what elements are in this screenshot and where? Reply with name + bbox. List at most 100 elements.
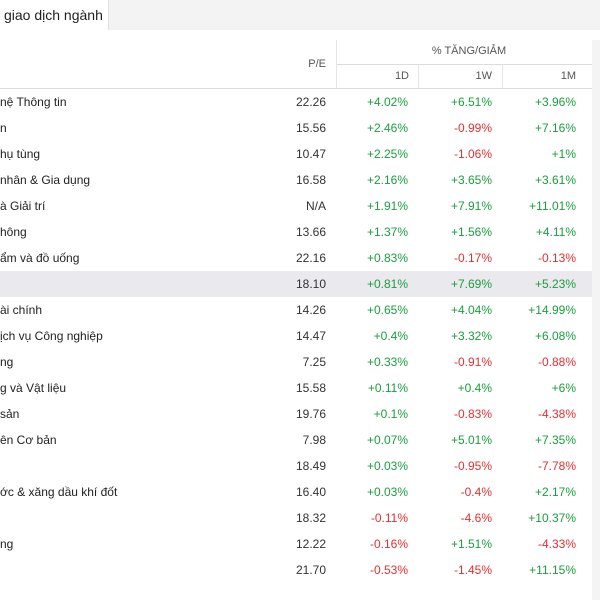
sector-name-cell: ài chính (0, 303, 43, 317)
pe-cell: 19.76 (295, 407, 326, 421)
column-group-change: % TĂNG/GIẢM (336, 40, 600, 65)
change-1d-cell: +2.25% (366, 147, 408, 161)
change-1w-cell: +3.32% (450, 329, 492, 343)
change-1m-cell: -0.13% (537, 251, 576, 265)
pe-cell: 10.47 (295, 147, 326, 161)
change-1w-cell: +5.01% (450, 433, 492, 447)
pe-cell: 18.10 (295, 277, 326, 291)
header-divider (502, 64, 503, 88)
tab-label: giao dịch ngành (4, 7, 103, 23)
change-1m-cell: -4.38% (537, 407, 576, 421)
sector-name-cell: hông (0, 225, 27, 239)
table-row[interactable]: sản 19.76 +0.1% -0.83% -4.38% (0, 401, 600, 427)
change-1d-cell: +1.37% (366, 225, 408, 239)
column-header-1w[interactable]: 1W (475, 70, 493, 82)
pe-cell: 18.32 (295, 511, 326, 525)
column-header-1d[interactable]: 1D (336, 64, 409, 88)
table-body: nệ Thông tin 22.26 +4.02% +6.51% +3.96% n 15.5… (0, 89, 600, 583)
table-row[interactable]: ịch vụ Công nghiệp 14.47 +0.4% +3.32% +6.08% (0, 323, 600, 349)
table-row[interactable]: ài chính 14.26 +0.65% +4.04% +14.99% (0, 297, 600, 323)
tab-sector-trading[interactable]: giao dịch ngành (0, 0, 109, 30)
table-row[interactable]: hụ tùng 10.47 +2.25% -1.06% +1% (0, 141, 600, 167)
change-1m-cell: +6.08% (534, 329, 576, 343)
change-1m-cell: +3.96% (534, 95, 576, 109)
table-row[interactable]: 18.10 +0.81% +7.69% +5.23% (0, 271, 600, 297)
table-row[interactable]: hông 13.66 +1.37% +1.56% +4.11% (0, 219, 600, 245)
pe-cell: 13.66 (295, 225, 326, 239)
pe-cell: 22.26 (295, 95, 326, 109)
change-1m-cell: +6% (551, 381, 576, 395)
column-header-pe[interactable]: P/E (308, 58, 326, 70)
change-1w-cell: -1.45% (453, 563, 492, 577)
vertical-scrollbar[interactable] (592, 40, 600, 600)
table-row[interactable]: 18.32 -0.11% -4.6% +10.37% (0, 505, 600, 531)
sector-table: P/E % TĂNG/GIẢM 1D 1W 1M nệ Thông tin 22.… (0, 40, 600, 583)
change-1d-cell: +0.1% (373, 407, 408, 421)
table-row[interactable]: ng 7.25 +0.33% -0.91% -0.88% (0, 349, 600, 375)
change-1d-cell: +0.4% (373, 329, 408, 343)
pe-cell: 18.49 (295, 459, 326, 473)
change-1w-cell: +6.51% (450, 95, 492, 109)
sector-name-cell: n (0, 121, 7, 135)
change-1w-cell: +7.91% (450, 199, 492, 213)
change-1m-cell: +11.15% (529, 563, 576, 577)
table-row[interactable]: ẩm và đồ uống 22.16 +0.83% -0.17% -0.13% (0, 245, 600, 271)
change-1m-cell: -4.33% (537, 537, 576, 551)
change-1m-cell: +7.35% (534, 433, 576, 447)
table-row[interactable]: nhân & Gia dụng 16.58 +2.16% +3.65% +3.61% (0, 167, 600, 193)
change-1d-cell: +0.83% (366, 251, 408, 265)
change-1w-cell: -0.91% (453, 355, 492, 369)
table-row[interactable]: 21.70 -0.53% -1.45% +11.15% (0, 557, 600, 583)
pe-cell: 16.58 (295, 173, 326, 187)
change-1w-cell: -0.95% (453, 459, 492, 473)
pe-cell: 12.22 (295, 537, 326, 551)
table-row[interactable]: g và Vật liệu 15.58 +0.11% +0.4% +6% (0, 375, 600, 401)
top-tab-bar: giao dịch ngành (0, 0, 600, 30)
change-1d-cell: -0.53% (369, 563, 408, 577)
pe-cell: 15.58 (295, 381, 326, 395)
pe-cell: 15.56 (295, 121, 326, 135)
pe-cell: 7.25 (302, 355, 326, 369)
change-1d-cell: -0.16% (369, 537, 408, 551)
change-1d-cell: -0.11% (370, 511, 408, 525)
change-1w-cell: +4.04% (450, 303, 492, 317)
change-1w-cell: -0.17% (453, 251, 492, 265)
pe-cell: 21.70 (295, 563, 326, 577)
change-1w-cell: +0.4% (457, 381, 492, 395)
change-1m-cell: +14.99% (528, 303, 576, 317)
change-1m-cell: -0.88% (537, 355, 576, 369)
table-row[interactable]: ớc & xăng dầu khí đốt 16.40 +0.03% -0.4% +2.… (0, 479, 600, 505)
change-1d-cell: +0.65% (366, 303, 408, 317)
change-1w-cell: -1.06% (453, 147, 492, 161)
table-row[interactable]: ng 12.22 -0.16% +1.51% -4.33% (0, 531, 600, 557)
change-1d-cell: +0.33% (366, 355, 408, 369)
pe-cell: N/A (305, 199, 326, 213)
change-1w-cell: +1.56% (450, 225, 492, 239)
change-1d-cell: +4.02% (366, 95, 408, 109)
table-row[interactable]: à Giải trí N/A +1.91% +7.91% +11.01% (0, 193, 600, 219)
change-1d-cell: +0.11% (367, 381, 408, 395)
pe-cell: 14.26 (295, 303, 326, 317)
pe-cell: 7.98 (302, 433, 326, 447)
sector-name-cell: ịch vụ Công nghiệp (0, 329, 103, 343)
table-row[interactable]: 18.49 +0.03% -0.95% -7.78% (0, 453, 600, 479)
sector-name-cell: ẩm và đồ uống (0, 251, 80, 265)
table-row[interactable]: nệ Thông tin 22.26 +4.02% +6.51% +3.96% (0, 89, 600, 115)
sector-name-cell: ên Cơ bản (0, 433, 57, 447)
change-1w-cell: -0.99% (453, 121, 492, 135)
table-row[interactable]: ên Cơ bản 7.98 +0.07% +5.01% +7.35% (0, 427, 600, 453)
change-1m-cell: +2.17% (534, 485, 576, 499)
change-1m-cell: +10.37% (528, 511, 576, 525)
pe-cell: 14.47 (295, 329, 326, 343)
sector-name-cell: à Giải trí (0, 199, 46, 213)
change-1w-cell: +3.65% (450, 173, 492, 187)
sector-name-cell: ng (0, 355, 14, 369)
change-1m-cell: +3.61% (534, 173, 576, 187)
change-1m-cell: +11.01% (529, 199, 576, 213)
change-1m-cell: +7.16% (534, 121, 576, 135)
table-row[interactable]: n 15.56 +2.46% -0.99% +7.16% (0, 115, 600, 141)
change-1d-cell: +0.03% (366, 485, 408, 499)
pe-cell: 22.16 (295, 251, 326, 265)
column-header-1m[interactable]: 1M (560, 70, 576, 82)
change-1d-cell: +2.16% (366, 173, 408, 187)
